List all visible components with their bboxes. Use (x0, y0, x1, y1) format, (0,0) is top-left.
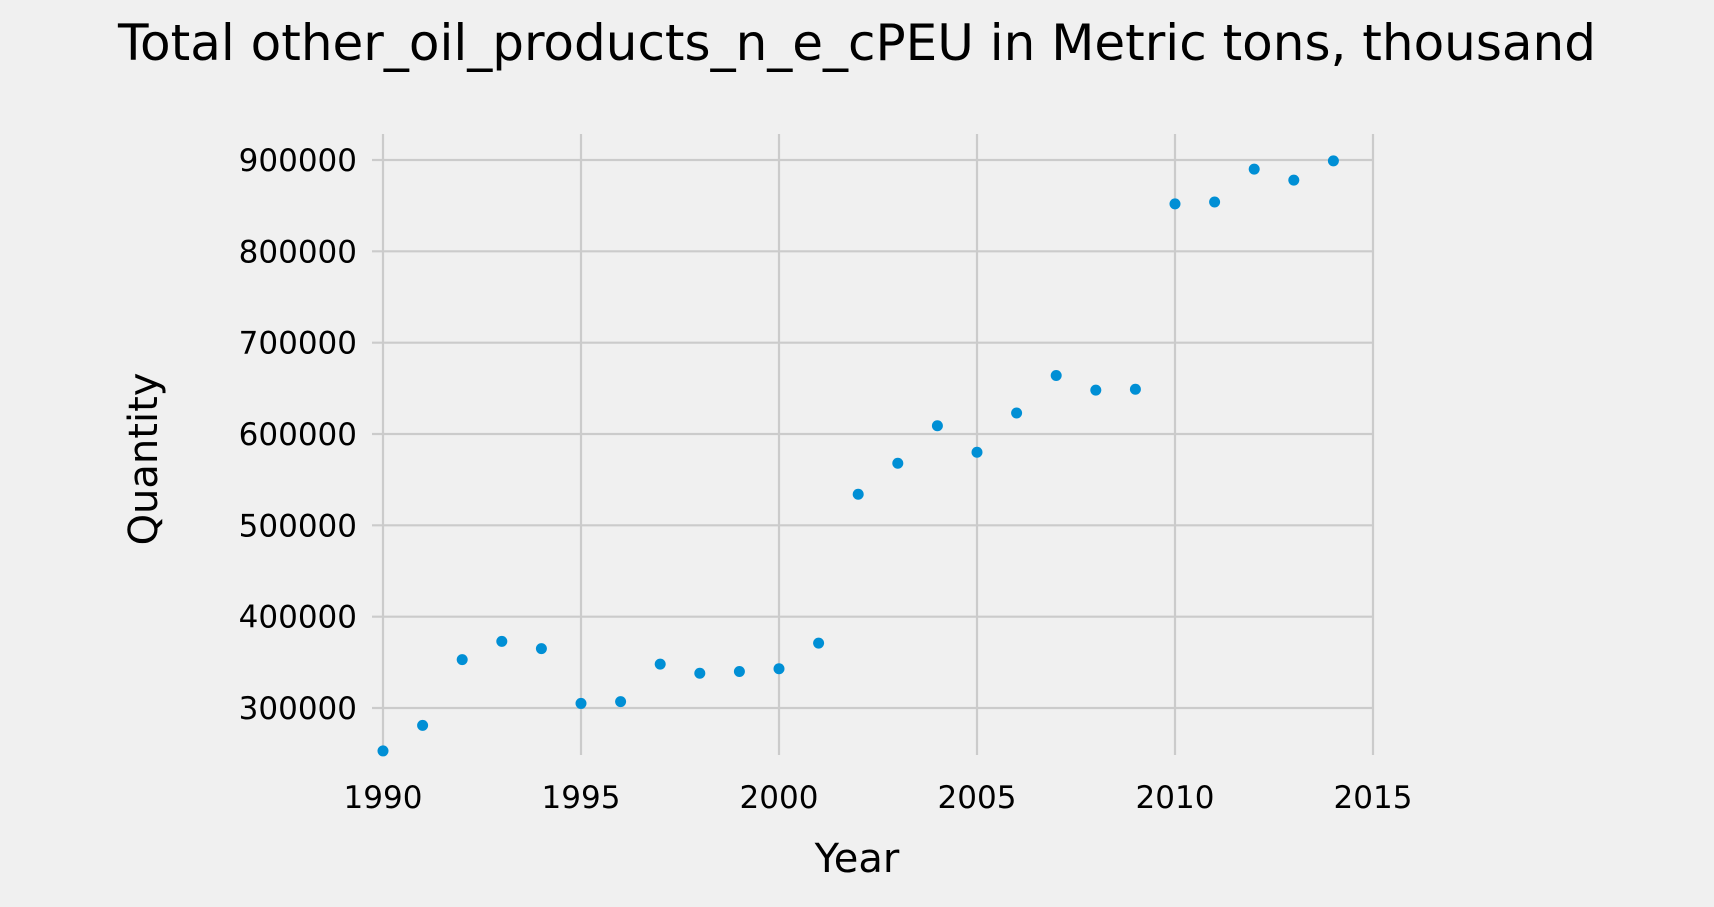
data-point (1011, 407, 1023, 419)
data-point (773, 663, 785, 675)
data-point (1050, 370, 1062, 382)
data-point (852, 488, 864, 500)
y-tick-label: 500000 (239, 508, 357, 544)
data-point (694, 667, 706, 679)
data-points (377, 155, 1339, 757)
x-axis-label: Year (814, 836, 900, 882)
data-point (456, 654, 468, 666)
data-point (971, 446, 983, 458)
x-tick-label: 1995 (542, 780, 621, 816)
data-point (496, 635, 508, 647)
data-point (615, 696, 627, 708)
data-point (1209, 196, 1221, 208)
data-point (575, 697, 587, 709)
data-point (1327, 155, 1339, 167)
x-tick-label: 2000 (740, 780, 819, 816)
y-axis-label: Quantity (121, 373, 167, 546)
y-tick-label: 300000 (239, 691, 357, 727)
data-point (1248, 163, 1260, 175)
x-tick-label: 1990 (344, 780, 423, 816)
data-point (733, 665, 745, 677)
data-point (654, 658, 666, 670)
chart-title: Total other_oil_products_n_e_cPEU in Met… (117, 14, 1596, 72)
data-point (417, 719, 429, 731)
data-point (1129, 383, 1141, 395)
data-point (535, 643, 547, 655)
y-tick-label: 700000 (239, 326, 357, 362)
y-tick-label: 600000 (239, 417, 357, 453)
data-point (1169, 198, 1181, 210)
data-point (892, 457, 904, 469)
x-axis-ticks: 1990 1995 2000 2005 2010 2015 (344, 780, 1413, 816)
y-tick-label: 400000 (239, 600, 357, 636)
y-tick-label: 800000 (239, 234, 357, 270)
data-point (931, 420, 943, 432)
y-axis-ticks: 300000 400000 500000 600000 700000 800000 9000… (239, 143, 357, 727)
data-point (377, 745, 389, 757)
data-point (813, 637, 825, 649)
x-tick-label: 2015 (1334, 780, 1413, 816)
grid (372, 134, 1375, 755)
data-point (1090, 384, 1102, 396)
data-point (1288, 174, 1300, 186)
x-tick-label: 2005 (938, 780, 1017, 816)
y-tick-label: 900000 (239, 143, 357, 179)
x-tick-label: 2010 (1136, 780, 1215, 816)
